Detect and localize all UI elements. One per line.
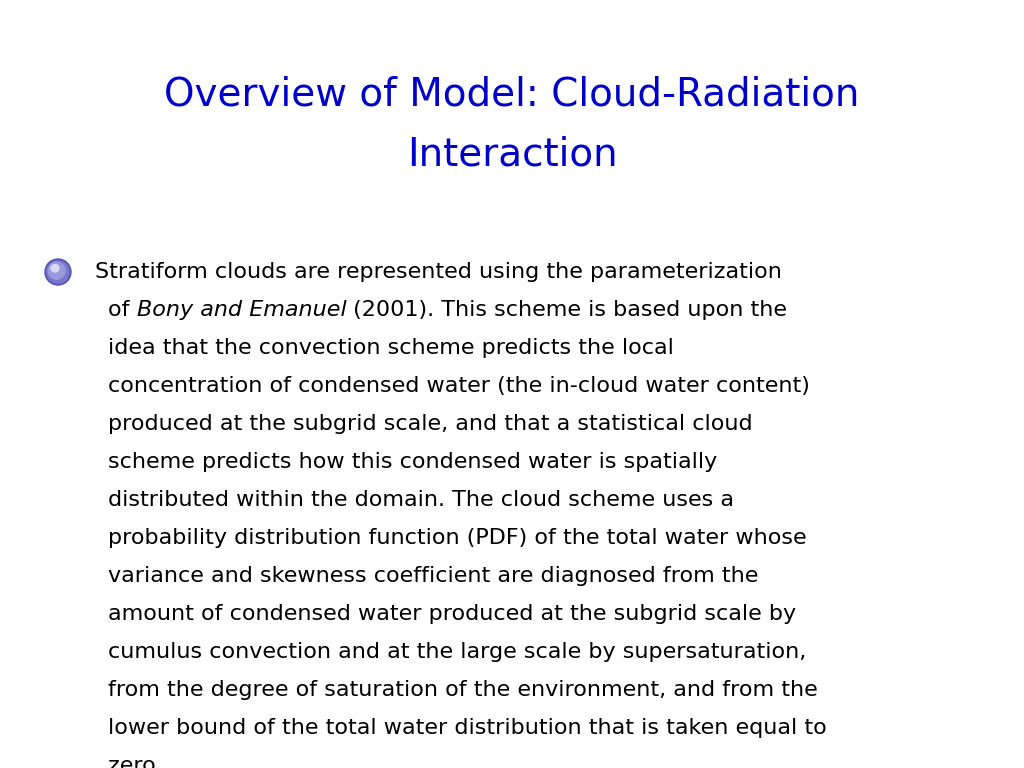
Text: produced at the subgrid scale, and that a statistical cloud: produced at the subgrid scale, and that … — [108, 414, 753, 434]
Text: Interaction: Interaction — [407, 136, 617, 174]
Circle shape — [45, 259, 71, 285]
Ellipse shape — [50, 264, 59, 272]
Circle shape — [48, 262, 66, 279]
Text: (2001). This scheme is based upon the: (2001). This scheme is based upon the — [346, 300, 787, 320]
Text: amount of condensed water produced at the subgrid scale by: amount of condensed water produced at th… — [108, 604, 796, 624]
Text: Overview of Model: Cloud-Radiation: Overview of Model: Cloud-Radiation — [164, 76, 860, 114]
Text: zero.: zero. — [108, 756, 163, 768]
Text: probability distribution function (PDF) of the total water whose: probability distribution function (PDF) … — [108, 528, 807, 548]
Circle shape — [51, 265, 58, 272]
Text: scheme predicts how this condensed water is spatially: scheme predicts how this condensed water… — [108, 452, 717, 472]
Text: of: of — [108, 300, 136, 320]
Text: concentration of condensed water (the in-cloud water content): concentration of condensed water (the in… — [108, 376, 810, 396]
Text: variance and skewness coefficient are diagnosed from the: variance and skewness coefficient are di… — [108, 566, 759, 586]
Text: distributed within the domain. The cloud scheme uses a: distributed within the domain. The cloud… — [108, 490, 734, 510]
Text: Stratiform clouds are represented using the parameterization: Stratiform clouds are represented using … — [95, 262, 782, 282]
Text: cumulus convection and at the large scale by supersaturation,: cumulus convection and at the large scal… — [108, 642, 806, 662]
Text: Bony and Emanuel: Bony and Emanuel — [136, 300, 346, 320]
Circle shape — [47, 261, 69, 283]
Text: idea that the convection scheme predicts the local: idea that the convection scheme predicts… — [108, 338, 674, 358]
Text: lower bound of the total water distribution that is taken equal to: lower bound of the total water distribut… — [108, 718, 826, 738]
Text: from the degree of saturation of the environment, and from the: from the degree of saturation of the env… — [108, 680, 818, 700]
